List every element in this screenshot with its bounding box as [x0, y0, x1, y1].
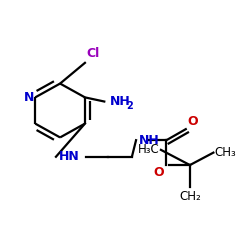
Text: H₃C: H₃C	[138, 143, 160, 156]
Text: HN: HN	[59, 150, 80, 163]
Text: CH₃: CH₃	[215, 146, 236, 159]
Text: Cl: Cl	[86, 47, 100, 60]
Text: 2: 2	[126, 101, 132, 111]
Text: O: O	[153, 166, 164, 179]
Text: NH: NH	[139, 134, 160, 147]
Text: CH₂: CH₂	[179, 190, 201, 203]
Text: N: N	[24, 91, 34, 104]
Text: O: O	[187, 115, 198, 128]
Text: NH: NH	[110, 95, 130, 108]
